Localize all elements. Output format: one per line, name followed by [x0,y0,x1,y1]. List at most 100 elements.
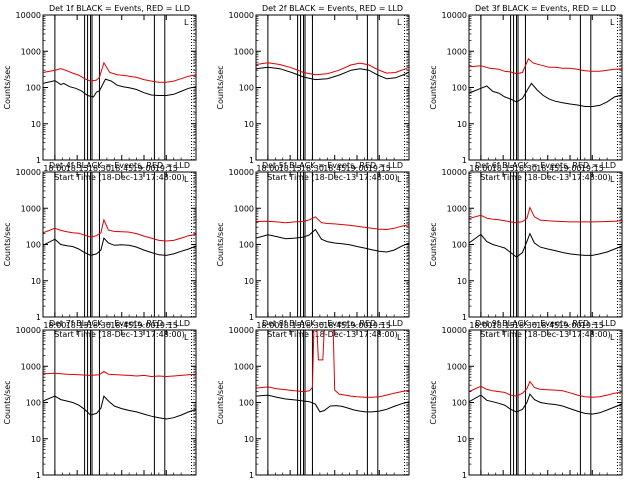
y-axis-label: Counts/sec [216,380,225,424]
y-tick-label: 1 [36,313,41,322]
panel-title: Det 9f BLACK = Events, RED = LLD [475,319,616,328]
y-tick-label: 100 [452,399,467,408]
y-axis-label: Counts/sec [216,65,225,109]
x-tick-label: 18:00 [469,164,492,173]
panel-title: Det 5f BLACK = Events, RED = LLD [262,161,403,170]
x-tick-label: 19:15 [155,164,178,173]
x-tick-label: 18:15 [66,321,89,330]
y-tick-label: 1 [249,156,254,165]
lld-series-line [43,370,196,378]
x-tick-label: 19:00 [345,321,368,330]
x-tick-label: 19:15 [581,321,604,330]
x-tick-label: 18:30 [88,164,111,173]
x-axis-label: Start Time (18-Dec-13 17:48:00) [267,173,398,182]
y-tick-label: 100 [26,399,41,408]
events-series-line [43,237,196,256]
lld-series-line [469,57,622,75]
corner-mark: L [397,175,402,184]
events-series-line [43,78,196,98]
x-tick-label: 19:00 [132,164,155,173]
lld-series-line [256,62,409,76]
x-tick-label: 18:45 [536,321,559,330]
panel-det-1: Det 1f BLACK = Events, RED = LLD L 1 10 100 1… [3,4,197,182]
y-tick-label: 10 [457,120,467,129]
panel-title: Det 8f BLACK = Events, RED = LLD [262,319,403,328]
y-tick-label: 1000 [21,47,41,56]
panel-det-6: Det 6f BLACK = Events, RED = LLD L 1 10 100 1… [429,161,623,339]
y-tick-label: 1 [462,156,467,165]
x-tick-label: 18:45 [323,321,346,330]
x-tick-label: 18:15 [66,164,89,173]
y-tick-label: 1000 [447,47,467,56]
y-tick-label: 100 [239,84,254,93]
x-tick-label: 18:30 [514,321,537,330]
x-tick-label: 18:00 [469,321,492,330]
lld-series-line [43,218,196,242]
x-tick-label: 18:15 [279,164,302,173]
y-tick-label: 10 [31,120,41,129]
corner-mark: L [184,333,189,342]
corner-mark: L [184,18,189,27]
corner-mark: L [610,175,615,184]
panel-det-4: Det 4f BLACK = Events, RED = LLD L 1 10 100 1… [3,161,197,339]
y-tick-label: 100 [239,241,254,250]
events-series-line [256,66,409,81]
y-tick-label: 100 [26,84,41,93]
x-tick-label: 18:15 [279,321,302,330]
lld-series-line [43,61,196,83]
panel-det-5: Det 5f BLACK = Events, RED = LLD L 1 10 100 1… [216,161,410,339]
corner-mark: L [397,18,402,27]
lld-series-line [256,216,409,231]
events-series-line [43,395,196,420]
panel-title: Det 4f BLACK = Events, RED = LLD [49,161,190,170]
y-tick-label: 10000 [442,168,467,177]
x-tick-label: 19:15 [368,321,391,330]
panel-title: Det 2f BLACK = Events, RED = LLD [262,4,403,13]
panel-det-9: Det 9f BLACK = Events, RED = LLD L 1 10 100 1… [429,319,623,480]
x-tick-label: 18:30 [301,321,324,330]
panel-title: Det 3f BLACK = Events, RED = LLD [475,4,616,13]
panel-title: Det 6f BLACK = Events, RED = LLD [475,161,616,170]
y-tick-label: 10 [244,277,254,286]
x-tick-label: 19:15 [155,321,178,330]
x-tick-label: 18:00 [43,164,66,173]
panel-title: Det 7f BLACK = Events, RED = LLD [49,319,190,328]
x-tick-label: 18:45 [110,321,133,330]
events-series-line [256,228,409,253]
y-tick-label: 100 [26,241,41,250]
y-tick-label: 1 [249,471,254,480]
y-tick-label: 1 [462,471,467,480]
y-tick-label: 10 [31,435,41,444]
y-tick-label: 10000 [229,11,254,20]
corner-mark: L [610,18,615,27]
x-tick-label: 18:45 [110,164,133,173]
y-tick-label: 10 [244,435,254,444]
events-series-line [469,393,622,415]
y-tick-label: 1000 [21,362,41,371]
y-tick-label: 10 [31,277,41,286]
x-tick-label: 18:30 [88,321,111,330]
y-axis-label: Counts/sec [3,222,12,266]
y-tick-label: 1000 [234,362,254,371]
x-tick-label: 19:00 [558,321,581,330]
x-axis-label: Start Time (18-Dec-13 17:48:00) [480,173,611,182]
y-tick-label: 10 [457,435,467,444]
y-tick-label: 10000 [442,11,467,20]
x-tick-label: 18:45 [323,164,346,173]
y-axis-label: Counts/sec [429,65,438,109]
y-tick-label: 1 [36,471,41,480]
y-tick-label: 10000 [229,168,254,177]
panel-det-7: Det 7f BLACK = Events, RED = LLD L 1 10 100 1… [3,319,197,480]
panel-title: Det 1f BLACK = Events, RED = LLD [49,4,190,13]
y-tick-label: 100 [452,84,467,93]
x-tick-label: 19:00 [345,164,368,173]
x-axis-label: Start Time (18-Dec-13 17:48:00) [267,330,398,339]
y-tick-label: 1 [249,313,254,322]
y-tick-label: 1000 [21,204,41,213]
x-tick-label: 18:30 [514,164,537,173]
x-tick-label: 18:00 [43,321,66,330]
x-tick-label: 18:15 [492,321,515,330]
y-axis-label: Counts/sec [3,380,12,424]
y-axis-label: Counts/sec [429,380,438,424]
